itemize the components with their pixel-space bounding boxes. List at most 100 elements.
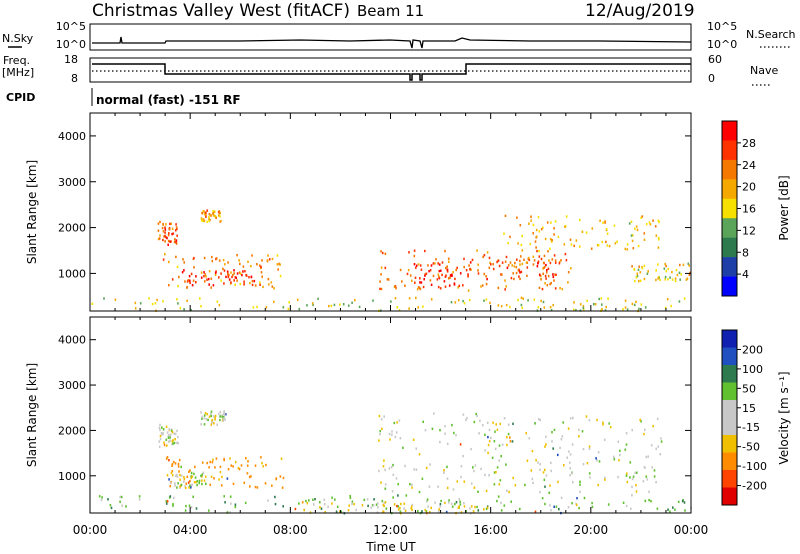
velocity-cell <box>572 416 574 420</box>
power-cell <box>551 239 553 242</box>
power-cell <box>139 302 142 305</box>
power-cell <box>202 218 205 221</box>
velocity-cell <box>334 498 336 501</box>
velocity-cell <box>487 451 489 455</box>
power-cell <box>158 237 161 240</box>
y-tick-label: 1000 <box>58 267 86 280</box>
power-cell <box>638 265 640 268</box>
velocity-cell <box>524 483 526 487</box>
power-cell <box>202 219 204 223</box>
power-cell <box>448 284 451 287</box>
power-cell <box>134 307 137 310</box>
velocity-cell <box>438 510 440 513</box>
x-tick-label: 00:00 <box>674 523 709 537</box>
velocity-cell <box>485 489 488 493</box>
velocity-cell <box>525 431 527 435</box>
power-cell <box>630 234 633 237</box>
power-panel: 4000 3000 2000 1000 Slant Range [km] <box>25 112 692 313</box>
velocity-cell <box>232 465 234 468</box>
velocity-cell <box>275 477 277 481</box>
velocity-cell <box>219 465 222 469</box>
power-cell <box>658 220 660 224</box>
velocity-cell <box>466 416 468 420</box>
power-cell <box>547 267 550 270</box>
power-cell <box>175 226 178 229</box>
velocity-cell <box>377 506 379 509</box>
power-cell <box>573 301 575 304</box>
velocity-cell <box>506 436 508 439</box>
velocity-cell <box>175 474 177 477</box>
velocity-cell <box>190 471 193 475</box>
power-cell <box>244 270 246 273</box>
power-cell <box>186 280 189 283</box>
velocity-cell <box>219 415 221 418</box>
power-cell <box>438 263 441 266</box>
velocity-cell <box>501 443 504 446</box>
velocity-cell <box>119 495 121 499</box>
power-cell <box>516 258 518 261</box>
power-cell <box>565 215 568 218</box>
velocity-cell <box>496 499 498 503</box>
power-cell <box>446 270 449 273</box>
velocity-cell <box>560 438 563 441</box>
velocity-cell <box>571 443 574 446</box>
power-cell <box>210 286 212 289</box>
colorbar-tick-label: 20 <box>742 181 756 194</box>
power-cell <box>631 265 633 268</box>
power-cell <box>186 286 188 289</box>
power-cell <box>204 280 206 283</box>
power-cell <box>333 303 336 307</box>
power-cell <box>481 284 484 287</box>
velocity-cell <box>446 486 449 490</box>
colorbar-swatch <box>722 276 737 297</box>
power-cell <box>555 273 557 276</box>
power-cell <box>437 273 440 276</box>
power-cell <box>172 232 175 235</box>
power-cell <box>317 297 319 300</box>
power-cell <box>561 287 564 291</box>
colorbar-tick-label: 16 <box>742 203 756 216</box>
velocity-cell <box>500 455 502 458</box>
velocity-cell <box>189 469 191 472</box>
power-cell <box>529 242 532 246</box>
power-cell <box>200 271 203 274</box>
power-cell <box>599 219 601 222</box>
velocity-cell <box>519 507 521 511</box>
power-cell <box>438 275 440 278</box>
power-cell <box>239 262 241 266</box>
velocity-cell <box>205 482 207 485</box>
velocity-cell <box>203 423 206 426</box>
velocity-cell <box>647 455 649 458</box>
power-cell <box>654 225 657 228</box>
power-cell <box>239 272 242 275</box>
velocity-cell <box>204 475 207 478</box>
velocity-cell <box>568 450 570 453</box>
power-cell <box>245 273 247 277</box>
power-cell <box>165 223 167 226</box>
velocity-cell <box>159 437 162 441</box>
velocity-cell <box>191 475 194 478</box>
power-cell <box>210 214 213 217</box>
velocity-cell <box>171 464 173 467</box>
power-cell <box>446 268 449 271</box>
velocity-cell <box>125 505 127 508</box>
velocity-cell <box>166 431 169 434</box>
power-cell <box>208 270 211 273</box>
power-cell <box>448 260 450 263</box>
velocity-cell <box>431 427 434 430</box>
colorbar-tick-label: 8 <box>742 246 749 259</box>
velocity-cell <box>535 459 537 462</box>
velocity-cell <box>185 504 187 508</box>
power-cell <box>434 262 436 265</box>
power-cell <box>419 287 422 291</box>
power-cell <box>445 266 447 270</box>
velocity-cell <box>530 469 533 472</box>
velocity-cell <box>180 474 183 477</box>
velocity-cell <box>626 472 628 475</box>
velocity-cell <box>186 475 189 478</box>
velocity-cell <box>452 488 455 491</box>
power-cell <box>413 249 416 252</box>
power-cell <box>211 259 214 263</box>
power-y-axis-label: Slant Range [km] <box>25 160 39 264</box>
velocity-x-ticks: 00:00 04:00 08:00 12:00 16:00 20:00 00:00 <box>73 317 709 537</box>
